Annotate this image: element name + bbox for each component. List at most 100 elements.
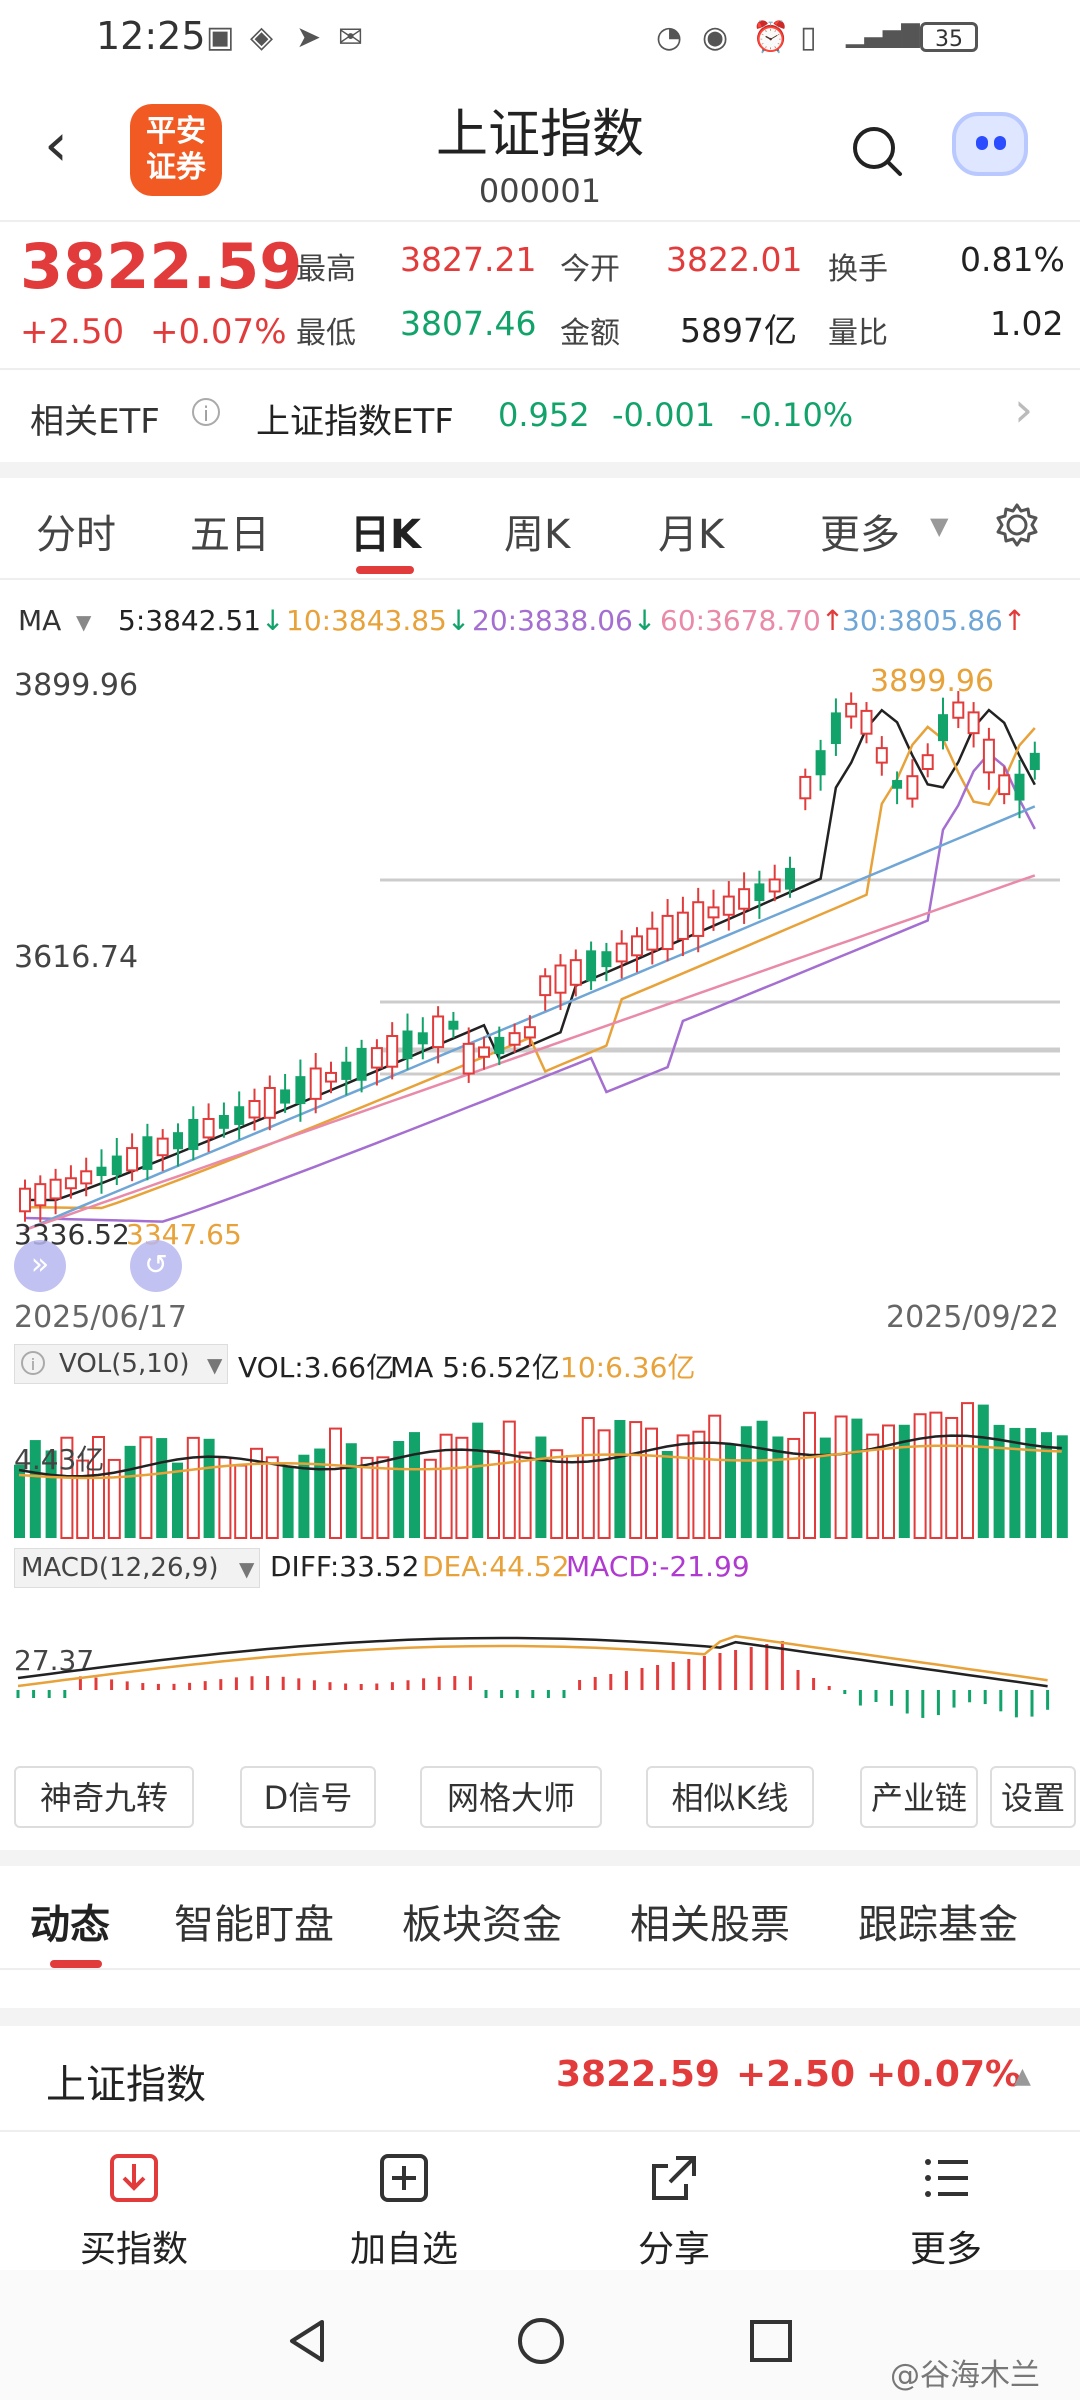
candle-up xyxy=(845,702,858,718)
high-marker: 3899.96 xyxy=(870,664,995,699)
kline-chart[interactable] xyxy=(0,640,1080,1320)
candle-up xyxy=(34,1183,47,1207)
candle-up xyxy=(309,1067,322,1100)
more-button[interactable]: 更多 xyxy=(846,2150,1046,2272)
tab-intraday[interactable]: 分时 xyxy=(36,512,116,558)
tool-d-signal[interactable]: D信号 xyxy=(240,1766,376,1828)
battery-icon: 35 xyxy=(920,22,978,52)
tab-monthly-k[interactable]: 月K xyxy=(658,512,725,558)
volume-bar-up xyxy=(360,1456,374,1539)
tab-more[interactable]: 更多 xyxy=(820,512,900,558)
tab-daily-k[interactable]: 日K xyxy=(350,512,421,558)
buy-index-button[interactable]: 买指数 xyxy=(34,2150,234,2272)
candle-up xyxy=(998,774,1011,796)
tab-tracking-funds[interactable]: 跟踪基金 xyxy=(858,1902,1018,1948)
candle-up xyxy=(615,942,628,963)
tool-similar-kline[interactable]: 相似K线 xyxy=(646,1766,814,1828)
settings-gear-icon[interactable] xyxy=(994,502,1040,548)
candle-down xyxy=(586,950,597,982)
ma60-value: 60:3678.70↑ xyxy=(660,604,844,637)
volume-ratio-value: 1.02 xyxy=(990,304,1064,343)
tool-grid-master[interactable]: 网格大师 xyxy=(420,1766,602,1828)
volume-bar-down xyxy=(1009,1427,1021,1538)
price-change: +2.50 xyxy=(20,312,125,352)
volume-bar-down xyxy=(345,1443,357,1538)
volume-bar-up xyxy=(76,1459,90,1539)
tab-related-stocks[interactable]: 相关股票 xyxy=(630,1902,790,1948)
expand-icon[interactable]: » xyxy=(14,1240,66,1292)
candle-up xyxy=(875,747,888,764)
tool-settings[interactable]: 设置 xyxy=(990,1766,1076,1828)
candle-down xyxy=(234,1106,245,1125)
back-icon[interactable]: ‹ xyxy=(44,110,68,180)
volume-bar-down xyxy=(14,1464,25,1538)
candle-up xyxy=(707,906,720,919)
candle-down xyxy=(96,1166,107,1177)
candle-up xyxy=(554,964,567,994)
volume-bar-up xyxy=(866,1433,880,1539)
tab-five-day[interactable]: 五日 xyxy=(190,512,270,558)
plus-box-icon xyxy=(380,2154,428,2202)
ma5-text: 5:3842.51 xyxy=(118,604,262,637)
volume-bar-down xyxy=(156,1438,168,1538)
share-button[interactable]: 分享 xyxy=(574,2150,774,2272)
candle-down xyxy=(356,1047,367,1081)
add-watchlist-label: 加自选 xyxy=(349,2229,458,2270)
menu-list-icon xyxy=(925,2159,968,2197)
volume-bar-down xyxy=(282,1466,294,1538)
candle-down xyxy=(938,714,948,742)
bottom-quote-row[interactable]: 上证指数 3822.59 +2.50 +0.07% ▲ xyxy=(0,2026,1080,2128)
tab-sector-funds[interactable]: 板块资金 xyxy=(402,1902,562,1948)
turnover-label: 换手 xyxy=(828,252,888,287)
ma-label[interactable]: MA xyxy=(18,604,62,637)
ma60-arrow: ↑ xyxy=(820,604,845,637)
macd-dea: DEA:44.52 xyxy=(422,1550,570,1583)
moving-average-lines xyxy=(24,708,1036,1232)
reset-view-icon[interactable]: ↺ xyxy=(130,1240,182,1292)
volume-bar-down xyxy=(1056,1435,1068,1538)
search-icon[interactable] xyxy=(848,122,908,182)
vol-value: VOL:3.66亿 xyxy=(238,1351,395,1384)
volume-bar-up xyxy=(439,1433,453,1539)
nav-recents-icon[interactable] xyxy=(746,2316,796,2366)
info-icon[interactable]: i xyxy=(192,398,220,426)
volume-bar-up xyxy=(218,1456,232,1539)
high-value: 3827.21 xyxy=(400,240,537,279)
nav-back-icon[interactable] xyxy=(282,2316,332,2366)
candle-up xyxy=(799,775,812,800)
turnover-value: 0.81% xyxy=(960,240,1065,279)
open-value: 3822.01 xyxy=(666,240,803,279)
vol-indicator-selector[interactable]: i VOL(5,10) ▼ xyxy=(14,1344,228,1384)
volume-bar-up xyxy=(329,1427,342,1539)
ma20-arrow: ↓ xyxy=(632,604,657,637)
candle-down xyxy=(494,1036,505,1055)
tab-weekly-k[interactable]: 周K xyxy=(504,512,571,558)
macd-indicator-selector[interactable]: MACD(12,26,9) ▼ xyxy=(14,1548,260,1588)
nav-home-icon[interactable] xyxy=(514,2314,568,2368)
candle-up xyxy=(539,975,552,997)
volume-bar-down xyxy=(725,1444,736,1538)
volume-bar-down xyxy=(45,1450,57,1538)
broker-logo[interactable]: 平安 证券 xyxy=(130,104,222,196)
assistant-robot-icon[interactable] xyxy=(952,112,1028,176)
add-watchlist-button[interactable]: 加自选 xyxy=(304,2150,504,2272)
volume-ratio-label: 量比 xyxy=(828,316,888,351)
ma20-text: 20:3838.06 xyxy=(472,604,633,637)
active-tab-indicator xyxy=(356,566,414,574)
volume-bar-up xyxy=(186,1436,200,1540)
candle-up xyxy=(248,1100,261,1119)
related-etf-row[interactable]: 相关ETF i 上证指数ETF 0.952 -0.001 -0.10% › xyxy=(0,370,1080,462)
tool-magic-nine[interactable]: 神奇九转 xyxy=(14,1766,194,1828)
tool-industry-chain[interactable]: 产业链 xyxy=(860,1766,978,1828)
volume-bar-down xyxy=(535,1436,547,1538)
volume-bar-up xyxy=(139,1436,153,1540)
ma5-value: 5:3842.51↓ xyxy=(118,604,285,637)
open-label: 今开 xyxy=(560,252,620,287)
caret-up-icon: ▲ xyxy=(1014,2064,1031,2089)
y-axis-mid: 3616.74 xyxy=(14,940,139,975)
tab-dynamics[interactable]: 动态 xyxy=(30,1902,110,1948)
tab-smart-watch[interactable]: 智能盯盘 xyxy=(174,1902,334,1948)
ma-dropdown-icon[interactable]: ▼ xyxy=(76,610,92,634)
candle-up xyxy=(860,709,873,735)
candle-down xyxy=(601,951,612,968)
